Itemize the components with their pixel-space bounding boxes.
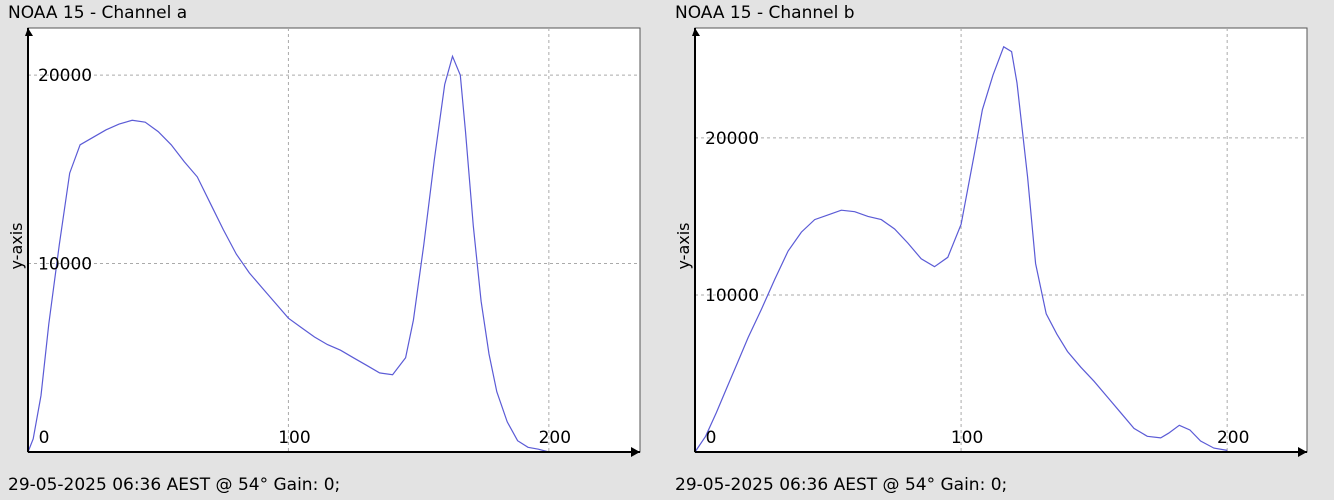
x-tick-label: 200 [539,428,571,448]
status-footer: 29-05-2025 06:36 AEST @ 54° Gain: 0; [675,475,1008,495]
y-tick-label: 10000 [705,286,759,306]
x-tick-label: 0 [706,428,717,448]
y-axis-label: y-axis [7,222,26,269]
x-tick-label: 0 [39,428,50,448]
channel-b-panel: NOAA 15 - Channel b 0 100 200 10000 20000 y-a… [667,0,1334,500]
x-tick-label: 200 [1217,428,1249,448]
y-tick-label: 10000 [38,255,92,275]
plot-area [694,27,1308,453]
x-tick-label: 100 [278,428,310,448]
channel-a-panel: NOAA 15 - Channel a 0 100 200 10000 20000 y-a… [7,3,641,495]
x-axis-arrow [631,447,640,457]
y-axis-arrow [692,28,700,36]
x-axis-arrow [1298,447,1307,457]
x-tick-label: 100 [951,428,983,448]
chart-a-svg: 0 100 200 10000 20000 y-axis [7,27,641,457]
data-series-line [27,54,550,453]
data-series-line [694,45,1228,453]
y-tick-label: 20000 [38,66,92,86]
y-axis-label: y-axis [674,222,693,269]
y-tick-label: 20000 [705,129,759,149]
status-footer: 29-05-2025 06:36 AEST @ 54° Gain: 0; [8,475,341,495]
plot-area [27,27,641,453]
chart-title: NOAA 15 - Channel b [675,3,855,23]
y-axis-arrow [25,28,33,36]
chart-title: NOAA 15 - Channel a [8,3,188,23]
chart-b-svg: 0 100 200 10000 20000 y-axis [674,27,1308,457]
